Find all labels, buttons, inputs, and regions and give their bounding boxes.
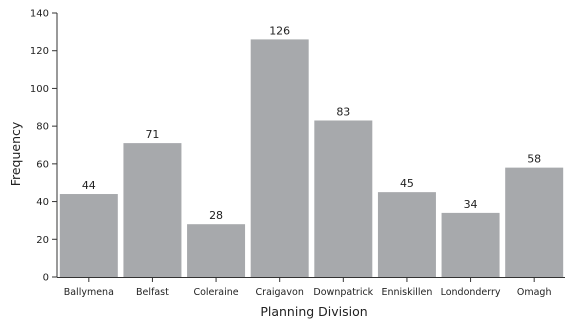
bar-value-label: 45 — [400, 177, 414, 190]
bar-value-label: 28 — [209, 209, 223, 222]
y-tick-label: 40 — [36, 197, 49, 208]
bar — [377, 192, 436, 277]
x-tick-label: Omagh — [517, 287, 552, 298]
y-tick-label: 80 — [36, 122, 49, 133]
bar — [250, 39, 309, 278]
bar — [441, 212, 500, 277]
bar-value-label: 58 — [527, 153, 541, 166]
x-tick-label: Belfast — [136, 287, 169, 298]
y-tick-label: 20 — [36, 235, 49, 246]
y-axis-title: Frequency — [8, 121, 23, 186]
bar — [123, 143, 182, 277]
x-tick-label: Enniskillen — [381, 287, 432, 298]
bars: 44 71 28 126 83 45 34 58 — [59, 24, 564, 278]
bar-value-label: 44 — [82, 179, 96, 192]
x-tick-label: Craigavon — [256, 287, 304, 298]
bar-value-label: 71 — [145, 128, 159, 141]
x-axis-title: Planning Division — [260, 304, 367, 319]
bar-value-label: 126 — [269, 24, 290, 37]
bar — [314, 120, 373, 277]
bar — [505, 167, 564, 277]
y-tick-label: 0 — [43, 273, 49, 284]
bar-value-label: 34 — [464, 198, 478, 211]
x-tick-label: Coleraine — [193, 287, 238, 298]
y-tick-label: 140 — [30, 9, 49, 20]
y-tick-label: 120 — [30, 46, 49, 57]
x-tick-label: Londonderry — [441, 287, 501, 298]
y-tick-label: 60 — [36, 159, 49, 170]
y-tick-label: 100 — [30, 84, 49, 95]
bar — [59, 194, 118, 277]
x-axis: Ballymena Belfast Coleraine Craigavon Downpa… — [57, 277, 565, 298]
x-tick-label: Ballymena — [64, 287, 114, 298]
bar — [187, 224, 246, 277]
x-tick-label: Downpatrick — [313, 287, 373, 298]
y-axis: 0 20 40 60 80 100 120 140 — [30, 9, 58, 284]
bar-value-label: 83 — [336, 105, 350, 118]
